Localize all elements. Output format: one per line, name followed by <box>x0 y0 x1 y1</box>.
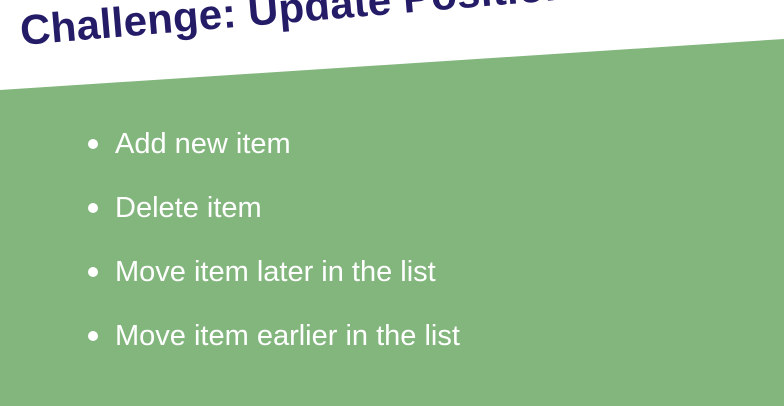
bullet-dot-icon <box>88 267 98 277</box>
bullet-dot-icon <box>88 139 98 149</box>
bullet-item-move-earlier: Move item earlier in the list <box>88 316 460 356</box>
bullet-text-add-new-item: Add new item <box>115 128 291 160</box>
bullet-text-move-later: Move item later in the list <box>115 256 436 288</box>
bullet-dot-icon <box>88 203 98 213</box>
green-panel-shape <box>0 39 784 406</box>
bullet-text-delete-item: Delete item <box>115 192 262 224</box>
bullet-item-add-new-item: Add new item <box>88 124 460 164</box>
bullet-item-delete-item: Delete item <box>88 188 460 228</box>
bullet-text-move-earlier: Move item earlier in the list <box>115 320 460 352</box>
bullet-dot-icon <box>88 331 98 341</box>
bullet-list: Add new item Delete item Move item later… <box>88 124 460 356</box>
bullet-item-move-later: Move item later in the list <box>88 252 460 292</box>
